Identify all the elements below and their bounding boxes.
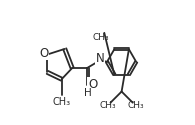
- Text: H: H: [84, 88, 91, 98]
- Text: CH₃: CH₃: [128, 101, 144, 110]
- Text: O: O: [88, 78, 97, 91]
- Text: O: O: [39, 47, 49, 60]
- Text: N: N: [96, 52, 104, 65]
- Text: CH₃: CH₃: [93, 33, 110, 42]
- Text: CH₃: CH₃: [99, 101, 116, 110]
- Text: CH₃: CH₃: [53, 97, 71, 107]
